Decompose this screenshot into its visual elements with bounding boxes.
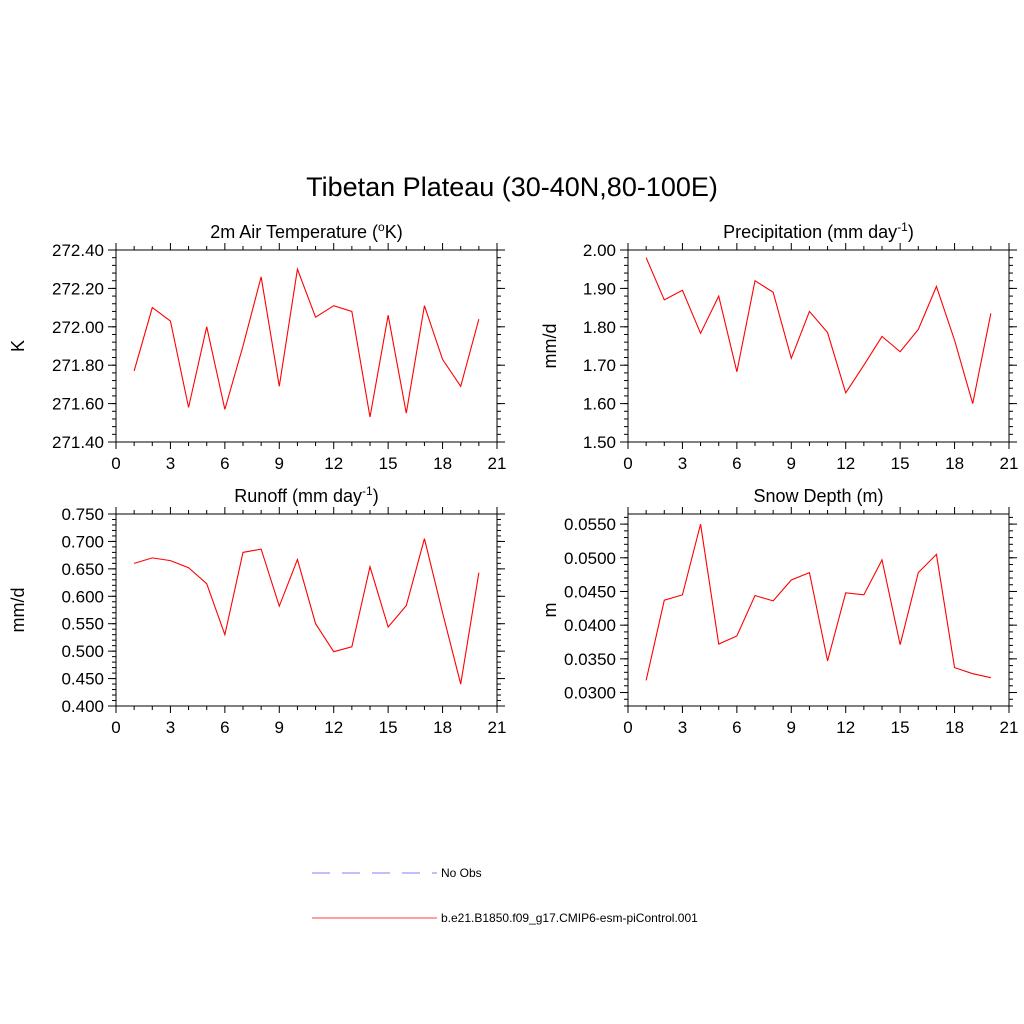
x-tick-label: 21 <box>488 454 507 473</box>
y-tick-label: 0.0500 <box>564 549 616 568</box>
y-tick-label: 0.650 <box>61 560 104 579</box>
x-tick-label: 18 <box>433 718 452 737</box>
y-tick-label: 1.90 <box>583 279 616 298</box>
plot-frame <box>627 513 1010 707</box>
legend: No Obs b.e21.B1850.f09_g17.CMIP6-esm-piC… <box>312 866 698 925</box>
x-tick-label: 15 <box>379 454 398 473</box>
panel-snow-depth: 0 3 6 9 12 15 18 21 0.0300 0.0350 0.0400 0.0450 0.05… <box>540 486 1018 737</box>
x-tick-label: 3 <box>166 454 175 473</box>
x-tick-label: 21 <box>1000 718 1019 737</box>
x-tick-label: 0 <box>111 718 120 737</box>
x-tick-label: 12 <box>836 718 855 737</box>
panel-title: Snow Depth (m) <box>753 486 883 506</box>
x-tick-label: 0 <box>623 718 632 737</box>
y-tick-label: 0.750 <box>61 505 104 524</box>
panel-temperature: 0 3 6 9 12 15 18 21 271.40 271.60 271.80 272.00 272.… <box>8 220 506 473</box>
y-tick-label: 0.0450 <box>564 582 616 601</box>
plot-frame <box>115 513 498 707</box>
x-tick-label: 21 <box>1000 454 1019 473</box>
series-line <box>645 257 992 404</box>
y-tick-label: 271.60 <box>52 395 104 414</box>
y-tick-label: 1.60 <box>583 395 616 414</box>
x-tick-label: 12 <box>324 454 343 473</box>
x-tick-label: 6 <box>220 454 229 473</box>
x-tick-label: 6 <box>220 718 229 737</box>
y-axis-label: mm/d <box>540 324 560 369</box>
x-tick-label: 18 <box>433 454 452 473</box>
x-tick-label: 0 <box>623 454 632 473</box>
x-tick-label: 9 <box>275 718 284 737</box>
y-tick-label: 1.80 <box>583 318 616 337</box>
series-line <box>133 538 480 685</box>
x-tick-label: 3 <box>678 718 687 737</box>
x-tick-label: 3 <box>678 454 687 473</box>
x-tick-label: 15 <box>891 454 910 473</box>
y-tick-label: 272.00 <box>52 318 104 337</box>
y-tick-label: 0.0550 <box>564 515 616 534</box>
y-axis-label: mm/d <box>8 588 28 633</box>
series-line <box>133 267 480 418</box>
x-tick-label: 12 <box>324 718 343 737</box>
panel-title: Precipitation (mm day-1) <box>723 220 914 242</box>
y-axis-label: m <box>540 603 560 618</box>
series-line <box>645 523 991 681</box>
y-tick-label: 0.550 <box>61 615 104 634</box>
y-tick-label: 271.40 <box>52 433 104 452</box>
x-tick-label: 3 <box>166 718 175 737</box>
y-axis-label: K <box>8 340 28 352</box>
y-tick-label: 2.00 <box>583 241 616 260</box>
y-tick-label: 0.0300 <box>564 684 616 703</box>
y-tick-label: 272.20 <box>52 279 104 298</box>
x-tick-label: 15 <box>379 718 398 737</box>
x-tick-label: 15 <box>891 718 910 737</box>
y-tick-label: 0.0350 <box>564 650 616 669</box>
y-tick-label: 0.400 <box>61 697 104 716</box>
panel-runoff: 0 3 6 9 12 15 18 21 0.400 0.450 0.500 0.550 0.600 0.6… <box>8 484 506 737</box>
y-tick-label: 272.40 <box>52 241 104 260</box>
x-tick-label: 9 <box>787 454 796 473</box>
figure-title: Tibetan Plateau (30-40N,80-100E) <box>306 172 718 202</box>
y-tick-label: 0.700 <box>61 532 104 551</box>
panel-title: 2m Air Temperature (oK) <box>210 220 402 242</box>
y-tick-label: 0.600 <box>61 587 104 606</box>
plot-frame <box>115 249 498 443</box>
x-tick-label: 6 <box>732 718 741 737</box>
x-tick-label: 6 <box>732 454 741 473</box>
x-tick-label: 18 <box>945 718 964 737</box>
x-tick-label: 12 <box>836 454 855 473</box>
legend-label-no-obs: No Obs <box>441 866 482 880</box>
panels: 0 3 6 9 12 15 18 21 271.40 271.60 271.80 272.00 272.… <box>8 220 1018 737</box>
y-tick-label: 1.50 <box>583 433 616 452</box>
x-tick-label: 9 <box>787 718 796 737</box>
panel-title: Runoff (mm day-1) <box>234 484 378 506</box>
y-tick-label: 0.0400 <box>564 616 616 635</box>
y-tick-label: 0.500 <box>61 642 104 661</box>
y-tick-label: 0.450 <box>61 670 104 689</box>
legend-label-model: b.e21.B1850.f09_g17.CMIP6-esm-piControl.… <box>441 911 698 925</box>
panel-precipitation: 0 3 6 9 12 15 18 21 1.50 1.60 1.70 1.80 1.90 2.00 mm/d… <box>540 220 1018 473</box>
x-tick-label: 21 <box>488 718 507 737</box>
y-tick-label: 271.80 <box>52 356 104 375</box>
x-tick-label: 18 <box>945 454 964 473</box>
plot-frame <box>627 249 1010 443</box>
x-tick-label: 0 <box>111 454 120 473</box>
y-tick-label: 1.70 <box>583 356 616 375</box>
x-tick-label: 9 <box>275 454 284 473</box>
